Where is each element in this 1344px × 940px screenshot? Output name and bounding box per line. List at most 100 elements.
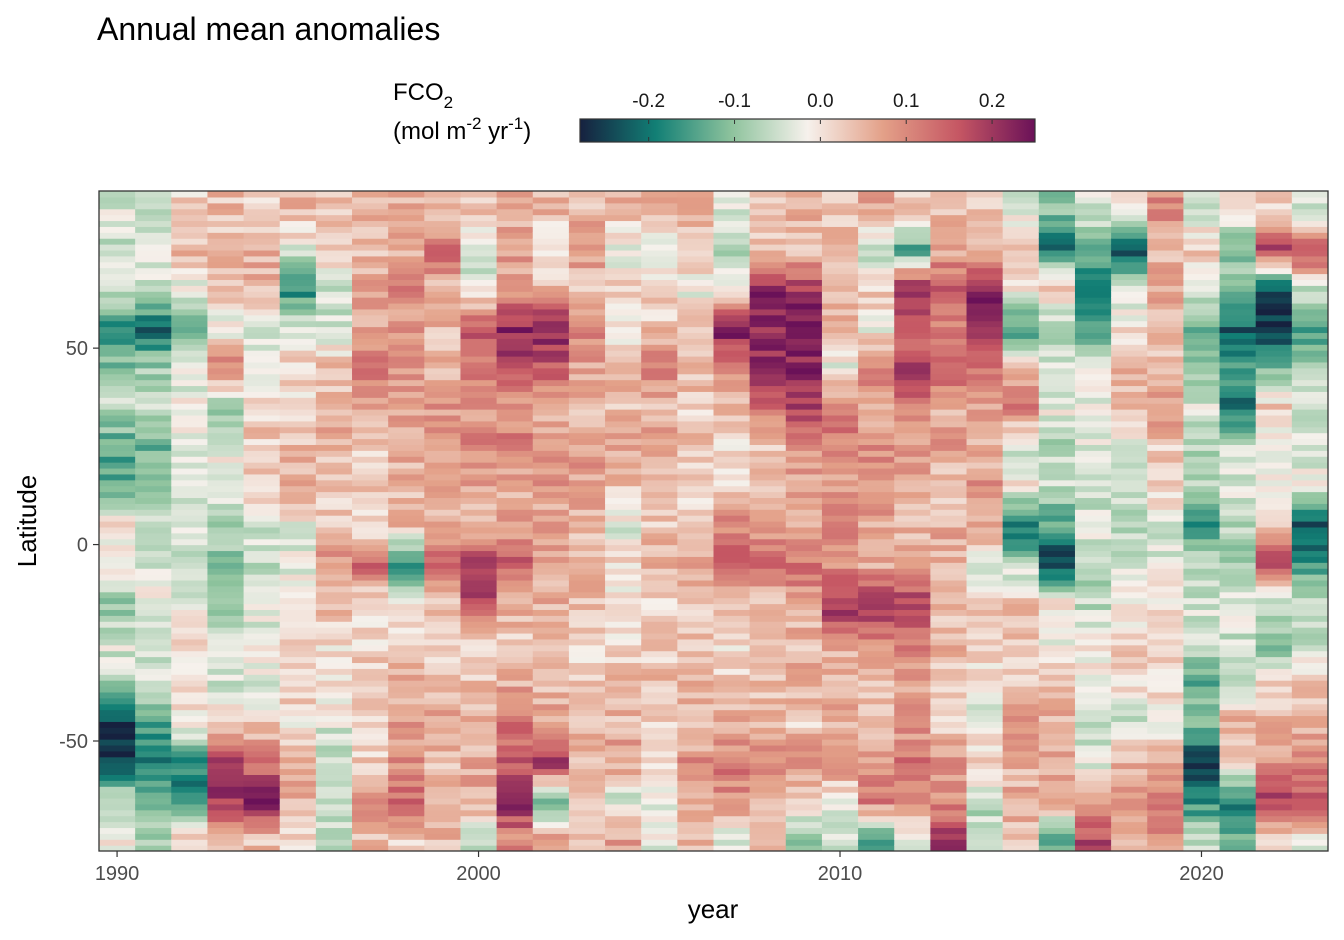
heatmap-cell xyxy=(171,609,209,616)
heatmap-cell xyxy=(315,273,353,280)
heatmap-cell xyxy=(749,774,787,781)
heatmap-cell xyxy=(207,350,245,357)
heatmap-cell xyxy=(966,526,1004,534)
heatmap-cell xyxy=(966,426,1004,434)
heatmap-cell xyxy=(749,503,787,510)
heatmap-cell xyxy=(460,750,498,758)
heatmap-cell xyxy=(135,409,172,416)
heatmap-cell xyxy=(785,609,823,616)
heatmap-cell xyxy=(424,414,462,422)
heatmap-cell xyxy=(1074,220,1112,227)
heatmap-cell xyxy=(171,739,209,746)
heatmap-cell xyxy=(641,515,678,522)
heatmap-cell xyxy=(532,591,570,599)
heatmap-cell xyxy=(532,562,570,569)
heatmap-cell xyxy=(1111,827,1148,834)
heatmap-cell xyxy=(99,226,136,233)
heatmap-cell xyxy=(966,762,1004,770)
heatmap-cell xyxy=(568,344,606,351)
heatmap-cell xyxy=(641,344,678,351)
heatmap-cell xyxy=(821,662,859,669)
heatmap-cell xyxy=(424,574,462,581)
heatmap-cell xyxy=(207,444,245,451)
heatmap-cell xyxy=(1111,420,1148,428)
heatmap-cell xyxy=(532,244,570,251)
heatmap-cell xyxy=(858,473,895,481)
heatmap-cell xyxy=(966,656,1004,664)
heatmap-cell xyxy=(930,350,968,357)
heatmap-cell xyxy=(496,332,534,339)
heatmap-cell xyxy=(713,733,751,740)
heatmap-cell xyxy=(1038,255,1076,263)
heatmap-cell xyxy=(388,285,425,292)
heatmap-cell xyxy=(496,733,534,740)
heatmap-cell xyxy=(1219,285,1257,292)
heatmap-cell xyxy=(243,226,281,233)
heatmap-cell xyxy=(1147,627,1185,634)
heatmap-cell xyxy=(243,568,281,575)
heatmap-cell xyxy=(279,344,317,351)
heatmap-cell xyxy=(785,585,823,593)
heatmap-cell xyxy=(1002,756,1040,764)
heatmap-cell xyxy=(677,656,715,664)
heatmap-cell xyxy=(1147,845,1185,851)
heatmap-cell xyxy=(315,792,353,799)
heatmap-cell xyxy=(460,803,498,811)
heatmap-cell xyxy=(99,503,136,510)
heatmap-cell xyxy=(1038,691,1076,699)
heatmap-cell xyxy=(315,668,353,675)
heatmap-cell xyxy=(1038,267,1076,275)
heatmap-cell xyxy=(1291,762,1328,770)
heatmap-cell xyxy=(460,621,498,628)
heatmap-cell xyxy=(99,249,136,257)
heatmap-cell xyxy=(279,603,317,610)
heatmap-cell xyxy=(605,721,642,728)
heatmap-cell xyxy=(279,550,317,557)
heatmap-cell xyxy=(677,550,715,557)
heatmap-cell xyxy=(1111,774,1148,781)
heatmap-cell xyxy=(785,691,823,699)
heatmap-cell xyxy=(1111,556,1148,563)
heatmap-cell xyxy=(460,562,498,569)
heatmap-cell xyxy=(713,320,751,328)
heatmap-cell xyxy=(424,432,462,440)
heatmap-cell xyxy=(749,750,787,758)
heatmap-cell xyxy=(966,638,1004,646)
heatmap-cell xyxy=(315,320,353,328)
heatmap-cell xyxy=(930,367,968,375)
heatmap-cell xyxy=(1111,414,1148,422)
heatmap-cell xyxy=(966,344,1004,351)
heatmap-cell xyxy=(1183,709,1221,717)
heatmap-cell xyxy=(460,308,498,316)
heatmap-cell xyxy=(1038,302,1076,310)
heatmap-cell xyxy=(858,456,895,463)
heatmap-cell xyxy=(1219,409,1257,416)
heatmap-cell xyxy=(388,739,425,746)
heatmap-cell xyxy=(605,615,642,622)
heatmap-cell xyxy=(966,261,1004,269)
heatmap-cell xyxy=(1219,526,1257,534)
heatmap-cell xyxy=(1074,255,1112,263)
heatmap-cell xyxy=(568,774,606,781)
heatmap-cell xyxy=(966,521,1004,528)
heatmap-cell xyxy=(388,503,425,510)
heatmap-cell xyxy=(605,297,642,304)
heatmap-cell xyxy=(460,473,498,481)
heatmap-cell xyxy=(785,591,823,599)
heatmap-cell xyxy=(605,202,642,210)
heatmap-cell xyxy=(496,691,534,699)
heatmap-cell xyxy=(677,739,715,746)
heatmap-cell xyxy=(1074,196,1112,204)
heatmap-cell xyxy=(1291,450,1328,457)
heatmap-cell xyxy=(1147,320,1185,328)
heatmap-cell xyxy=(821,656,859,664)
heatmap-cell xyxy=(424,450,462,457)
heatmap-cell xyxy=(1147,662,1185,669)
heatmap-cell xyxy=(1038,839,1076,846)
heatmap-cell xyxy=(352,627,389,634)
heatmap-cell xyxy=(1111,574,1148,581)
heatmap-cell xyxy=(1074,397,1112,404)
heatmap-cell xyxy=(1183,815,1221,823)
heatmap-cell xyxy=(388,208,425,216)
heatmap-cell xyxy=(894,839,931,846)
